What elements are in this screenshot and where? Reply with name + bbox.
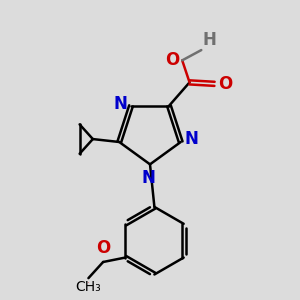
Text: O: O <box>88 282 89 283</box>
Text: O: O <box>165 51 179 69</box>
Text: N: N <box>184 130 198 148</box>
Text: O: O <box>218 75 232 93</box>
Text: O: O <box>96 239 110 257</box>
Text: CH₃: CH₃ <box>76 280 101 294</box>
Text: N: N <box>142 169 155 187</box>
Text: H: H <box>203 31 217 49</box>
Text: N: N <box>114 95 128 113</box>
